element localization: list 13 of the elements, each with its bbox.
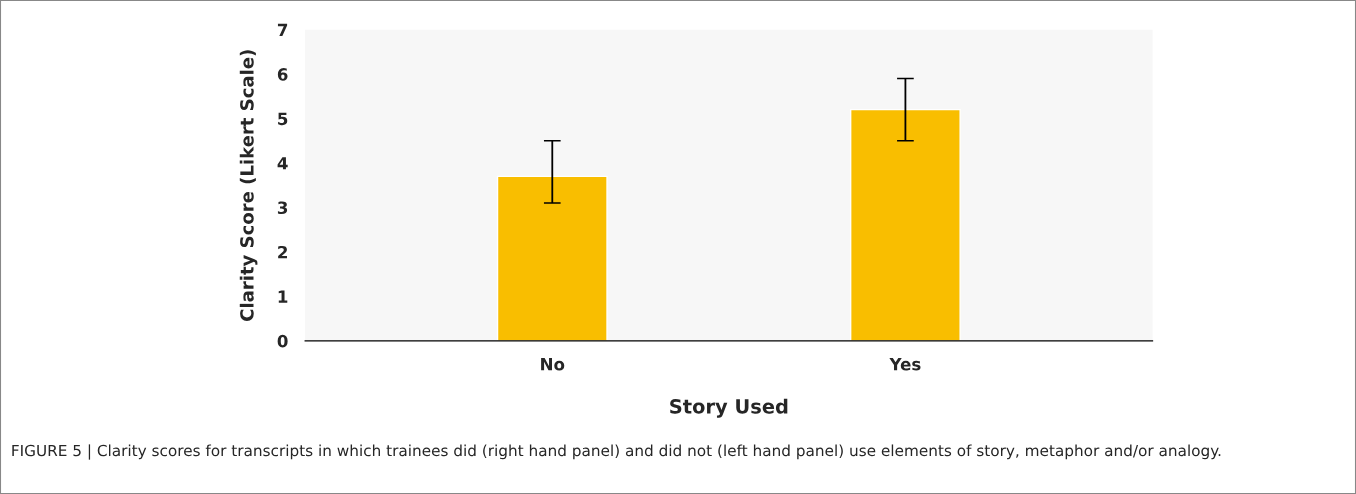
x-axis-title: Story Used	[670, 398, 788, 418]
y-axis-title: Clarity Score (Likert Scale)	[239, 50, 258, 321]
y-tick-label: 3	[277, 201, 288, 215]
x-tick-label: No	[541, 358, 565, 371]
y-tick-label: 1	[278, 290, 288, 303]
x-tick-label: Yes	[889, 358, 921, 371]
y-tick-label: 5	[278, 112, 288, 126]
y-tick-label: 2	[278, 245, 287, 259]
caption: FIGURE 5 | Clarity scores for transcripts in which trainees did (right hand panel) and did not (left hand panel) use elements of story, metaphor and/or analogy.	[12, 444, 1221, 460]
y-tick-label: 6	[277, 68, 288, 81]
y-tick-label: 7	[277, 23, 288, 36]
y-tick-label: 0	[277, 334, 288, 348]
y-tick-label: 4	[277, 157, 288, 170]
